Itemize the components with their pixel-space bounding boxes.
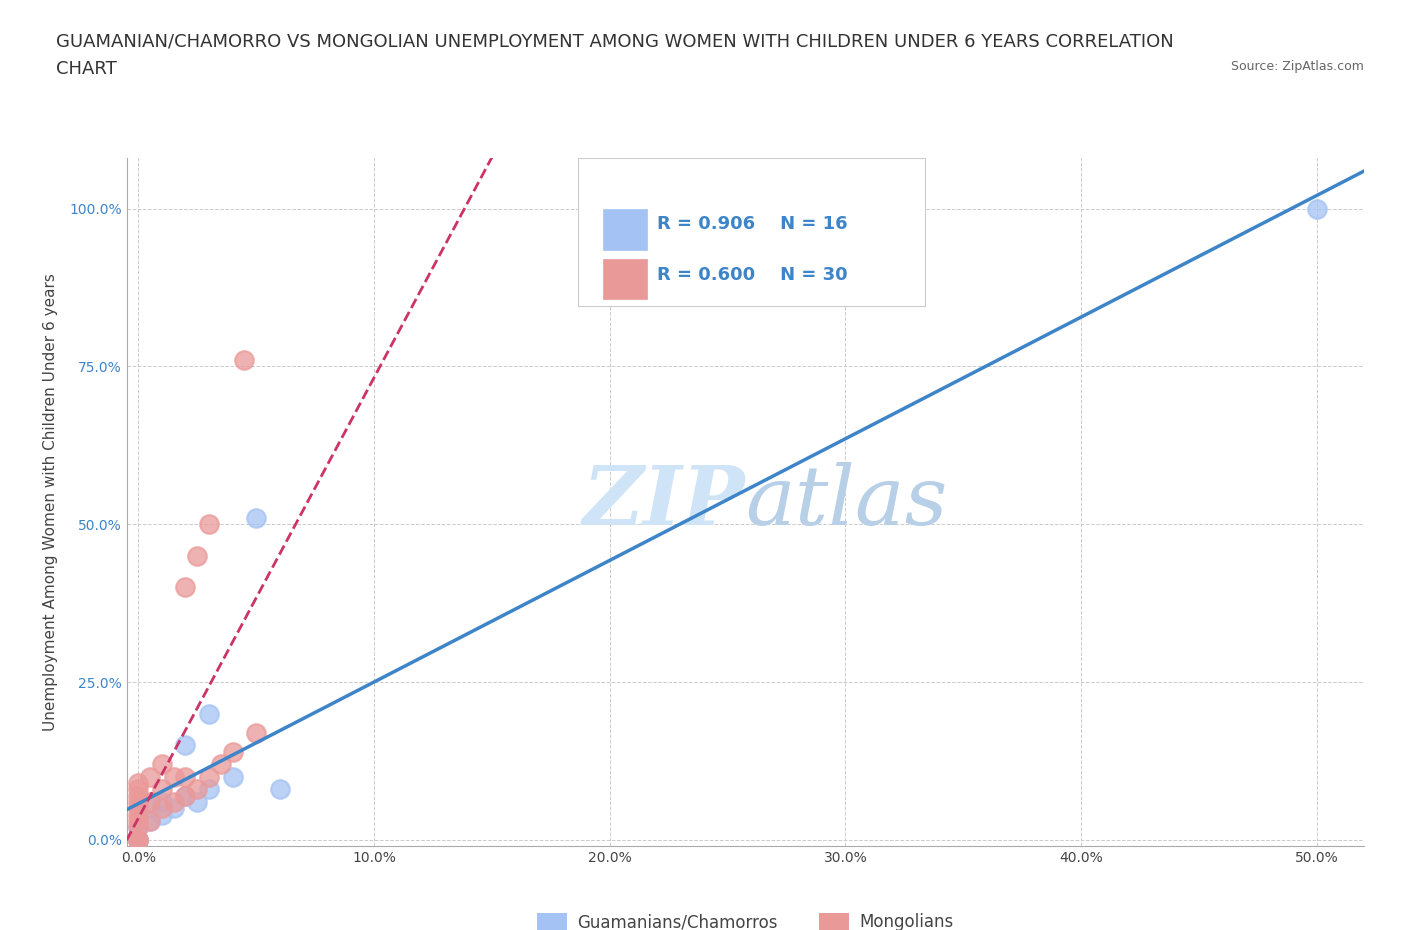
Point <box>174 769 197 784</box>
Point <box>127 801 149 816</box>
Text: CHART: CHART <box>56 60 117 78</box>
Point <box>163 794 186 809</box>
Text: Source: ZipAtlas.com: Source: ZipAtlas.com <box>1230 60 1364 73</box>
Point <box>163 769 186 784</box>
Point <box>174 737 197 752</box>
Point <box>127 832 149 847</box>
Text: GUAMANIAN/CHAMORRO VS MONGOLIAN UNEMPLOYMENT AMONG WOMEN WITH CHILDREN UNDER 6 Y: GUAMANIAN/CHAMORRO VS MONGOLIAN UNEMPLOY… <box>56 33 1174 50</box>
Point <box>139 801 162 816</box>
Point <box>150 794 173 809</box>
Point <box>127 789 149 804</box>
Point <box>127 820 149 835</box>
Point <box>127 820 149 835</box>
Point <box>127 776 149 790</box>
Point <box>233 352 256 367</box>
Text: R = 0.600    N = 30: R = 0.600 N = 30 <box>658 266 848 284</box>
Point <box>209 757 232 772</box>
FancyBboxPatch shape <box>578 158 925 306</box>
Point <box>198 782 221 797</box>
Point <box>245 725 267 740</box>
Point <box>127 832 149 847</box>
Text: ZIP: ZIP <box>582 462 745 542</box>
Text: atlas: atlas <box>745 462 948 542</box>
Point <box>174 789 197 804</box>
Point <box>127 832 149 847</box>
Point <box>198 769 221 784</box>
Point <box>150 801 173 816</box>
Point <box>150 782 173 797</box>
Point <box>245 511 267 525</box>
Point <box>186 794 208 809</box>
Point <box>139 814 162 829</box>
Point <box>150 807 173 822</box>
Point <box>127 782 149 797</box>
Point <box>221 744 243 759</box>
Point <box>221 769 243 784</box>
Point <box>139 769 162 784</box>
FancyBboxPatch shape <box>603 259 647 299</box>
Point <box>1305 201 1327 216</box>
Point <box>150 757 173 772</box>
Point <box>163 801 186 816</box>
Point <box>186 782 208 797</box>
Point <box>269 782 291 797</box>
Y-axis label: Unemployment Among Women with Children Under 6 years: Unemployment Among Women with Children U… <box>44 273 58 731</box>
Point <box>198 517 221 532</box>
Point <box>127 832 149 847</box>
Point <box>174 580 197 595</box>
Point <box>198 706 221 721</box>
Legend: Guamanians/Chamorros, Mongolians: Guamanians/Chamorros, Mongolians <box>530 906 960 930</box>
Point <box>127 814 149 829</box>
Point <box>127 807 149 822</box>
Text: R = 0.906    N = 16: R = 0.906 N = 16 <box>658 215 848 233</box>
Point <box>139 814 162 829</box>
Point <box>139 794 162 809</box>
Point <box>127 794 149 809</box>
Point <box>174 789 197 804</box>
Point <box>186 549 208 564</box>
FancyBboxPatch shape <box>603 209 647 249</box>
